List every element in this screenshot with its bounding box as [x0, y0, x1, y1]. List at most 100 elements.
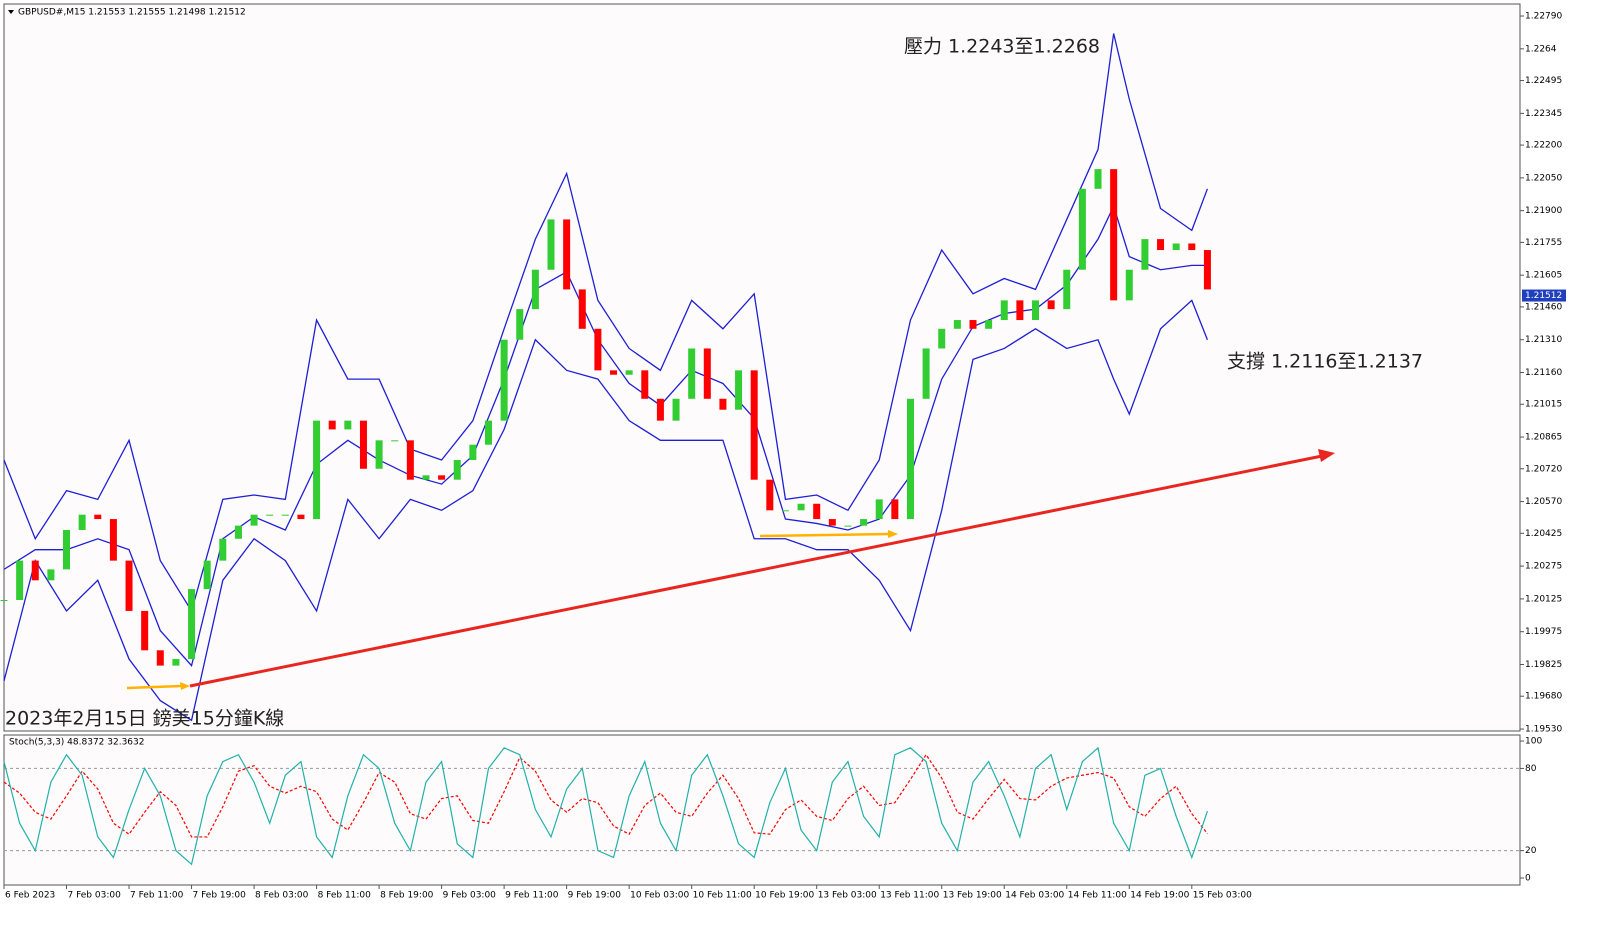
candle	[781, 510, 789, 512]
candle	[1141, 239, 1149, 270]
candle	[375, 440, 383, 469]
y-tick-label: 1.21755	[1525, 238, 1562, 248]
y-tick-label: 1.20720	[1525, 464, 1562, 474]
support-arrow-head	[180, 682, 190, 690]
candle	[359, 420, 367, 469]
y-tick-label: 1.22050	[1525, 173, 1562, 183]
x-tick-label: 9 Feb 03:00	[443, 891, 497, 901]
candle	[719, 398, 727, 410]
support-arrow	[126, 684, 183, 690]
candle	[391, 440, 399, 442]
y-tick-label: 1.21310	[1525, 335, 1562, 345]
y-tick-label: 1.19975	[1525, 627, 1562, 637]
candle	[234, 525, 242, 539]
y-tick-label: 1.22790	[1525, 12, 1562, 22]
stoch-main	[3, 746, 1208, 866]
chart-title: GBPUSD#,M15 1.21553 1.21555 1.21498 1.21…	[18, 8, 246, 18]
x-tick-label: 10 Feb 11:00	[693, 891, 752, 901]
candle	[891, 499, 899, 520]
candle	[578, 289, 586, 329]
candle	[875, 499, 883, 520]
candle	[438, 475, 446, 480]
support-arrow-head	[888, 530, 898, 538]
candle	[156, 650, 164, 666]
candle	[906, 398, 914, 520]
stoch-plot	[3, 734, 1521, 886]
x-tick-label: 10 Feb 19:00	[755, 891, 814, 901]
candle	[985, 320, 993, 329]
candle	[47, 569, 55, 581]
trend-arrow	[1318, 449, 1335, 462]
x-tick-label: 14 Feb 19:00	[1130, 891, 1189, 901]
x-tick-label: 8 Feb 19:00	[380, 891, 434, 901]
candle	[1078, 188, 1086, 270]
x-tick-label: 15 Feb 03:00	[1193, 891, 1252, 901]
x-tick-label: 7 Feb 11:00	[130, 891, 184, 901]
x-tick-label: 10 Feb 03:00	[630, 891, 689, 901]
candle	[922, 348, 930, 399]
y-tick-label: 1.22495	[1525, 76, 1562, 86]
candle	[63, 530, 71, 570]
y-tick-label: 1.20865	[1525, 433, 1562, 443]
candle	[484, 420, 492, 445]
y-tick-label: 1.20570	[1525, 497, 1562, 507]
support-arrow	[759, 532, 891, 538]
y-tick-label: 1.19825	[1525, 660, 1562, 670]
y-tick-label: 1.2264	[1525, 44, 1557, 54]
candle	[625, 370, 633, 375]
stoch-signal	[3, 753, 1208, 838]
candle	[953, 320, 961, 329]
y-tick-label: 1.21015	[1525, 400, 1562, 410]
candle	[1032, 300, 1040, 321]
candle	[844, 525, 852, 527]
x-tick-label: 7 Feb 19:00	[193, 891, 247, 901]
candle	[16, 560, 24, 600]
y-tick-label: 1.21160	[1525, 368, 1562, 378]
candle	[172, 659, 180, 666]
resistance-note: 壓力 1.2243至1.2268	[904, 36, 1100, 58]
y-tick-label: 1.20125	[1525, 594, 1562, 604]
candle	[1094, 169, 1102, 189]
candle	[969, 320, 977, 329]
candle	[1016, 300, 1024, 321]
candle	[828, 519, 836, 526]
header-icon	[8, 10, 14, 14]
y-tick-label: 0	[1525, 874, 1531, 884]
candle	[344, 420, 352, 430]
candle	[500, 339, 508, 421]
candle	[109, 519, 117, 561]
candle	[594, 328, 602, 371]
candle	[563, 219, 571, 290]
candle	[672, 398, 680, 421]
caption: 2023年2月15日 鎊美15分鐘K線	[5, 708, 284, 730]
y-tick-label: 1.20425	[1525, 529, 1562, 539]
x-tick-label: 9 Feb 19:00	[568, 891, 622, 901]
band-middle	[3, 204, 1208, 667]
x-tick-label: 13 Feb 03:00	[818, 891, 877, 901]
candle	[31, 560, 39, 581]
candle	[188, 589, 196, 660]
candle	[516, 309, 524, 340]
candle	[1157, 239, 1165, 251]
candle	[531, 269, 539, 310]
candle	[735, 370, 743, 410]
y-tick-label: 1.21605	[1525, 271, 1562, 281]
candle	[547, 219, 555, 270]
y-tick-label: 1.21460	[1525, 302, 1562, 312]
candle	[688, 348, 696, 399]
candle	[94, 514, 102, 520]
candle	[1125, 269, 1133, 301]
x-tick-label: 6 Feb 2023	[5, 891, 55, 901]
y-tick-label: 1.19680	[1525, 692, 1562, 702]
x-tick-label: 13 Feb 19:00	[943, 891, 1002, 901]
candle	[266, 514, 274, 516]
candle	[203, 560, 211, 590]
support-note: 支撐 1.2116至1.2137	[1227, 351, 1423, 373]
candle	[1000, 300, 1008, 321]
candle	[469, 444, 477, 461]
x-tick-label: 14 Feb 03:00	[1005, 891, 1064, 901]
candle	[141, 610, 149, 651]
candle	[750, 370, 758, 480]
y-tick-label: 1.19530	[1525, 725, 1562, 735]
